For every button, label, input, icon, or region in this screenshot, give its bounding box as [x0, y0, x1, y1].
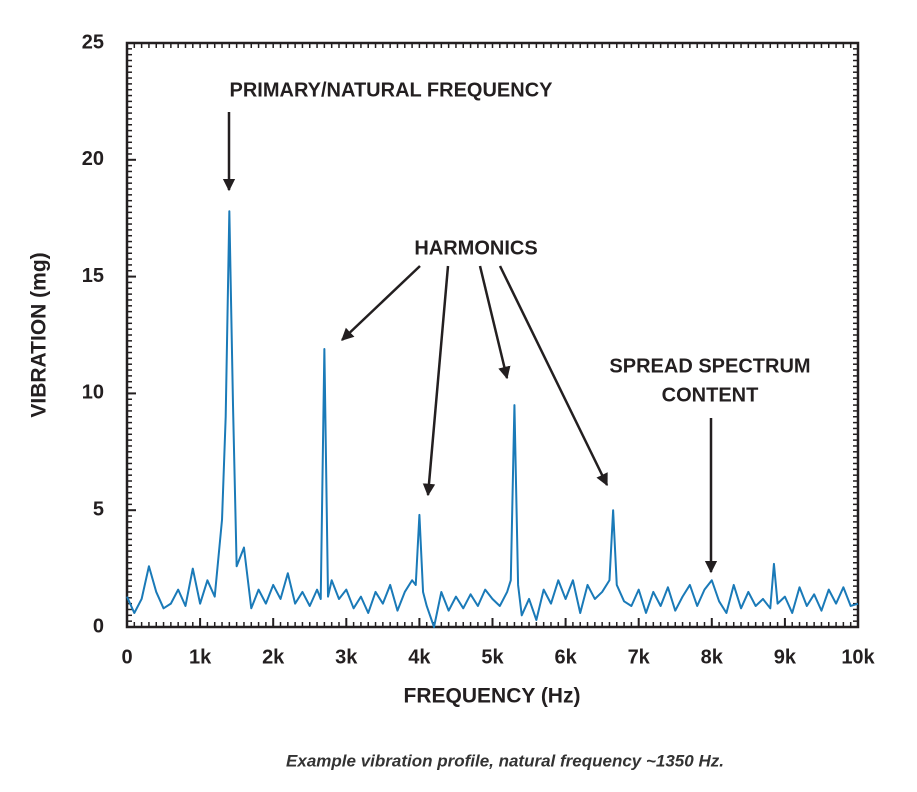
y-tick-label: 15 — [82, 265, 104, 287]
x-tick-label: 3k — [335, 646, 358, 668]
arrow — [422, 265, 450, 497]
x-axis-label: FREQUENCY (Hz) — [404, 685, 581, 708]
arrow — [341, 265, 421, 341]
y-tick-label: 10 — [82, 382, 104, 404]
plot-area — [126, 210, 859, 628]
x-tick-label: 4k — [408, 646, 431, 668]
y-axis-label: VIBRATION (mg) — [28, 252, 51, 417]
data-line — [126, 210, 859, 628]
y-tick-label: 0 — [93, 615, 104, 637]
x-tick-label: 8k — [701, 646, 724, 668]
caption: Example vibration profile, natural frequ… — [286, 751, 724, 770]
y-tick-label: 25 — [82, 31, 104, 53]
annotation: PRIMARY/NATURAL FREQUENCY — [230, 79, 554, 101]
x-tick-label: 2k — [262, 646, 285, 668]
annotation: CONTENT — [662, 384, 759, 406]
x-tick-label: 7k — [628, 646, 651, 668]
minor-ticks — [127, 43, 858, 627]
annotation: SPREAD SPECTRUM — [609, 355, 810, 377]
x-tick-label: 9k — [774, 646, 797, 668]
x-tick-label: 1k — [189, 646, 212, 668]
annotation: HARMONICS — [414, 237, 537, 259]
arrow — [498, 265, 609, 487]
y-tick-label: 5 — [93, 498, 104, 520]
arrow — [478, 265, 511, 380]
x-tick-label: 5k — [481, 646, 504, 668]
x-tick-label: 6k — [554, 646, 577, 668]
y-tick-label: 20 — [82, 148, 104, 170]
x-tick-label: 0 — [121, 646, 132, 668]
x-tick-label: 10k — [841, 646, 875, 668]
